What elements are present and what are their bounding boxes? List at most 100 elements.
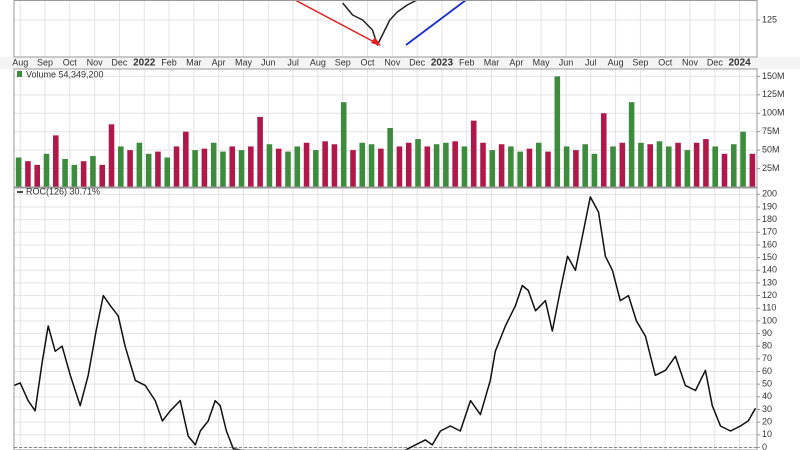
volume-bar xyxy=(443,142,449,187)
x-tick-label: Sep xyxy=(335,57,351,67)
volume-bar xyxy=(378,148,384,187)
y-tick-label: 120 xyxy=(762,290,777,300)
y-tick-label: 150M xyxy=(762,71,785,81)
y-tick-label: 190 xyxy=(762,201,777,211)
volume-bar xyxy=(257,116,263,187)
plot-layer: Aug Sep Oct Nov Dec 2022 Feb Mar Apr May Jun Jul Aug… xyxy=(12,0,785,450)
volume-bar xyxy=(248,146,254,187)
x-tick-label: Dec xyxy=(409,57,426,67)
volume-bar xyxy=(749,153,756,187)
volume-bar xyxy=(313,150,319,187)
x-tick-label: Sep xyxy=(632,57,648,67)
volume-bar xyxy=(331,144,338,187)
volume-bar xyxy=(563,146,570,187)
volume-bar xyxy=(53,135,59,187)
volume-bar xyxy=(703,139,709,187)
x-tick-label: May xyxy=(235,57,253,67)
volume-bar xyxy=(721,153,728,187)
volume-bar xyxy=(118,146,124,187)
line-series xyxy=(14,196,757,450)
x-tick-label: 2022 xyxy=(133,58,156,69)
volume-bar xyxy=(201,148,208,187)
volume-bar xyxy=(359,142,366,187)
x-tick-label: Aug xyxy=(608,57,624,67)
volume-bar xyxy=(647,144,653,187)
volume-bar xyxy=(433,144,440,187)
y-tick-label: 70 xyxy=(762,353,772,363)
legend-icon xyxy=(17,71,22,77)
y-tick-label: 200 xyxy=(762,189,777,199)
volume-bar xyxy=(591,153,598,187)
volume-bar xyxy=(145,153,152,187)
volume-bar xyxy=(229,146,236,187)
volume-bar xyxy=(740,131,746,187)
x-tick-label: Oct xyxy=(658,57,673,67)
volume-bar xyxy=(183,131,189,187)
x-tick-label: Dec xyxy=(111,57,128,67)
volume-bar xyxy=(508,146,514,187)
volume-bar xyxy=(25,161,31,187)
x-tick-label: Jun xyxy=(261,57,276,67)
volume-bar xyxy=(535,142,542,187)
y-tick-label: 30 xyxy=(762,404,772,414)
volume-bar xyxy=(675,142,681,187)
y-tick-label: 40 xyxy=(762,391,772,401)
y-tick-label: 10 xyxy=(762,429,772,439)
volume-bar xyxy=(405,142,412,187)
x-tick-label: Apr xyxy=(509,57,523,67)
series-group xyxy=(15,76,756,187)
x-tick-label: Nov xyxy=(384,57,401,67)
series-group xyxy=(14,196,757,450)
volume-bar xyxy=(619,142,626,187)
line-series xyxy=(342,0,419,46)
volume-bar xyxy=(238,150,245,187)
series-group xyxy=(342,0,419,46)
y-tick-label: 25M xyxy=(762,163,780,173)
volume-bar xyxy=(480,142,486,187)
trend-line xyxy=(405,0,467,46)
x-tick-label: Oct xyxy=(361,57,376,67)
volume-bar xyxy=(452,141,458,187)
volume-bar xyxy=(294,146,301,187)
volume-bar xyxy=(554,76,561,187)
y-tick-label: 50 xyxy=(762,379,772,389)
volume-bar xyxy=(99,164,106,187)
y-tick-label: 150 xyxy=(762,252,777,262)
volume-bar xyxy=(80,161,87,187)
volume-bar xyxy=(498,144,505,187)
volume-bar xyxy=(424,146,431,187)
volume-bar xyxy=(127,150,133,187)
x-tick-label: Nov xyxy=(87,57,104,67)
volume-bar xyxy=(665,146,672,187)
x-tick-label: 2024 xyxy=(729,58,752,69)
volume-bar xyxy=(470,120,477,187)
y-tick-label: 50M xyxy=(762,145,780,155)
x-tick-label: May xyxy=(533,57,551,67)
y-tick-label: 125 xyxy=(762,14,777,24)
x-tick-label: Sep xyxy=(37,57,53,67)
x-tick-label: Feb xyxy=(161,57,177,67)
y-tick-label: 160 xyxy=(762,239,777,249)
x-tick-label: Jul xyxy=(585,57,597,67)
x-tick-label: Mar xyxy=(186,57,202,67)
volume-bar xyxy=(220,151,226,187)
volume-bar xyxy=(730,144,737,187)
volume-bar xyxy=(526,148,533,187)
volume-bar xyxy=(600,113,607,187)
volume-bar xyxy=(322,141,328,187)
y-tick-label: 110 xyxy=(762,303,776,313)
x-tick-label: Jun xyxy=(559,57,574,67)
volume-bar xyxy=(628,102,635,187)
frame xyxy=(13,187,758,450)
x-tick-label: Oct xyxy=(63,57,78,67)
volume-bar xyxy=(164,157,171,187)
x-tick-label: Nov xyxy=(682,57,699,67)
y-tick-label: 20 xyxy=(762,417,772,427)
x-tick-label: Aug xyxy=(310,57,326,67)
y-tick-label: 0 xyxy=(762,442,767,450)
volume-bar xyxy=(368,144,375,187)
trend-arrow xyxy=(294,0,379,45)
volume-bar xyxy=(517,151,523,187)
volume-bar xyxy=(545,151,551,187)
